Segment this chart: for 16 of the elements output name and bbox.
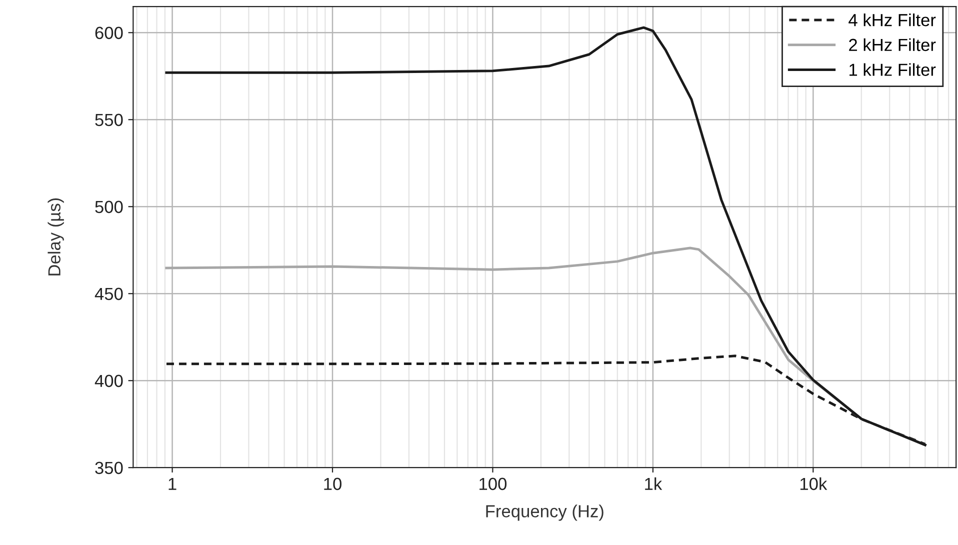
x-axis-title: Frequency (Hz) bbox=[486, 504, 604, 521]
x-tick-label: 1k bbox=[645, 477, 662, 490]
x-tick-label: 100 bbox=[480, 478, 507, 490]
y-tick-label: 550 bbox=[95, 114, 123, 126]
y-tick-label: 400 bbox=[94, 374, 123, 388]
y-tick-label: 600 bbox=[95, 26, 123, 40]
x-tick-label: 10 bbox=[324, 478, 342, 490]
y-tick-label: 350 bbox=[95, 462, 123, 474]
legend-label: 2 kHz Filter bbox=[849, 38, 936, 52]
y-axis-title: Delay (µs) bbox=[48, 198, 64, 276]
x-tick-label: 10k bbox=[800, 477, 828, 490]
y-tick-label: 500 bbox=[95, 200, 123, 214]
legend-label: 1 kHz Filter bbox=[850, 63, 936, 76]
legend-label: 4 kHz Filter bbox=[848, 13, 936, 26]
x-tick-label: 1 bbox=[168, 478, 176, 490]
y-tick-label: 450 bbox=[94, 288, 123, 300]
